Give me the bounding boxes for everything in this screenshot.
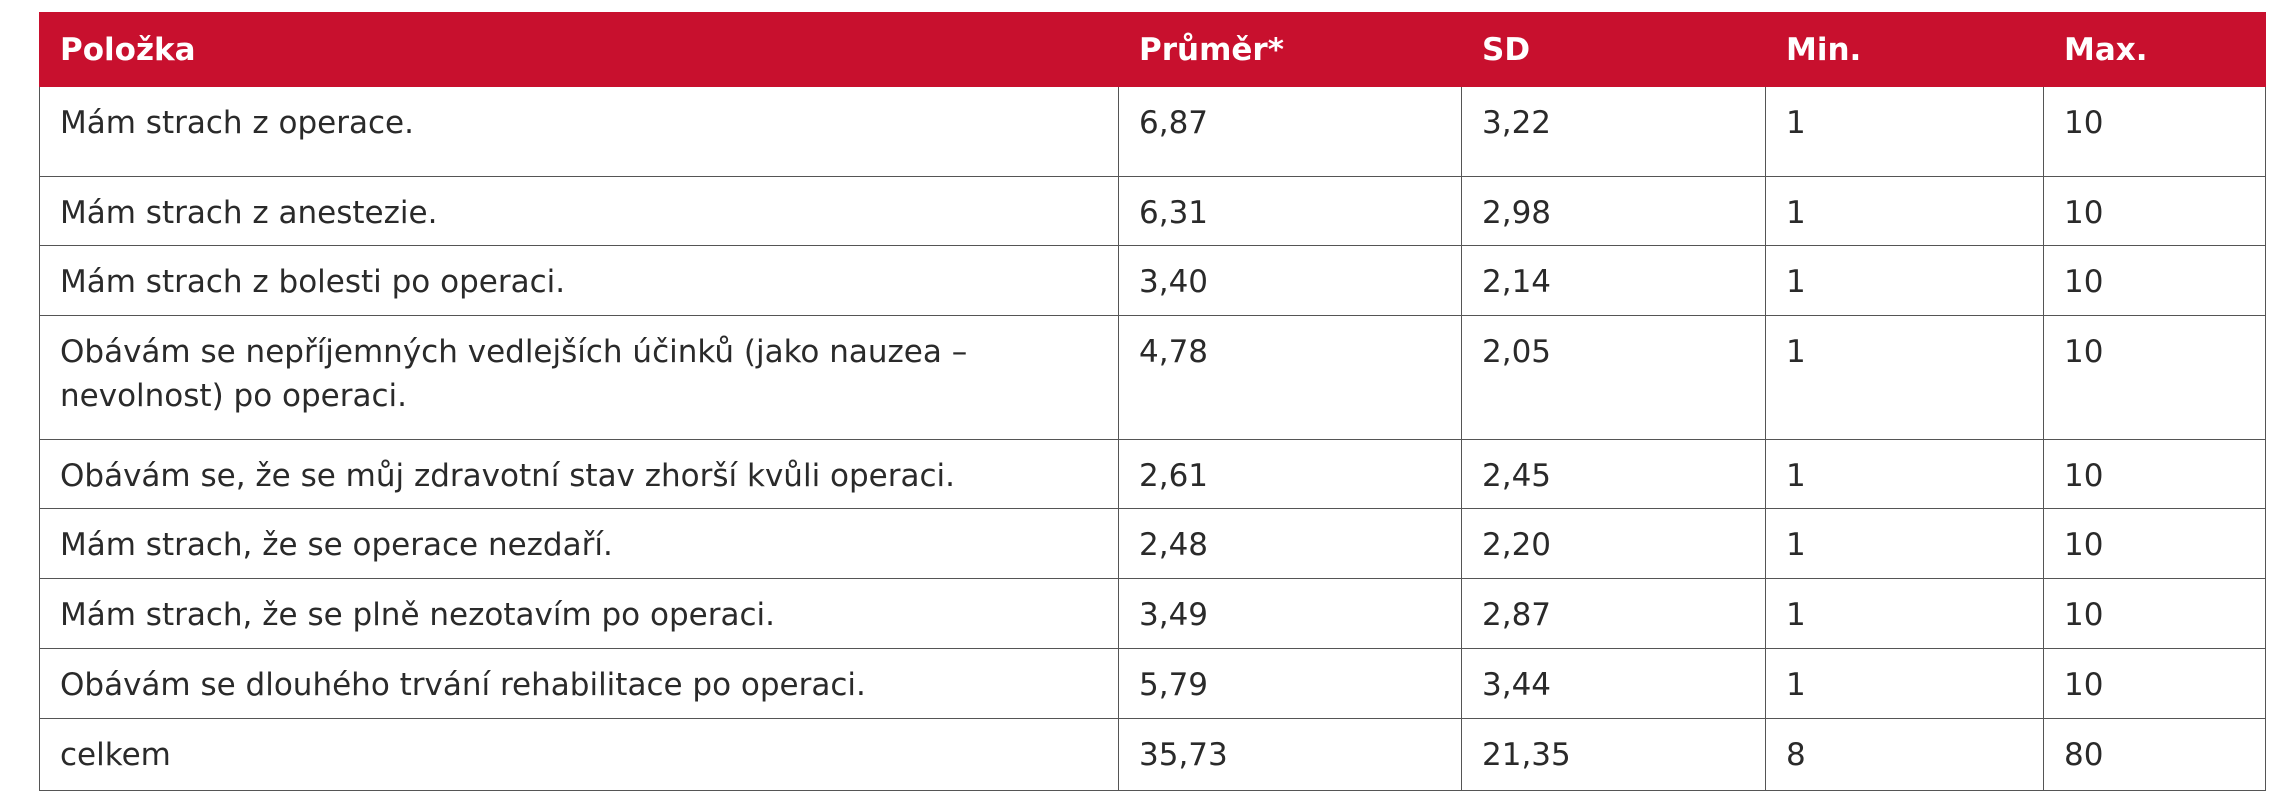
item-cell: Mám strach z anestezie. xyxy=(39,176,1119,246)
value-cell: 1 xyxy=(1765,176,2044,246)
table-row: Mám strach, že se plně nezotavím po oper… xyxy=(39,578,2266,649)
table-row: Mám strach z operace. 6,87 3,22 1 10 xyxy=(39,86,2266,177)
value-cell: 10 xyxy=(2043,439,2266,509)
value-cell: 3,40 xyxy=(1118,245,1462,316)
header-cell: Průměr* xyxy=(1118,12,1462,87)
value-cell: 6,31 xyxy=(1118,176,1462,246)
value-cell: 2,87 xyxy=(1461,578,1766,649)
table-row: Obávám se nepříjemných vedlejších účinků… xyxy=(39,315,2266,440)
value-cell: 10 xyxy=(2043,578,2266,649)
table-row: Obávám se dlouhého trvání rehabilitace p… xyxy=(39,648,2266,719)
item-cell: celkem xyxy=(39,718,1119,791)
value-cell: 10 xyxy=(2043,508,2266,579)
value-cell: 1 xyxy=(1765,439,2044,509)
value-cell: 3,22 xyxy=(1461,86,1766,177)
header-cell: Položka xyxy=(39,12,1119,87)
header-cell: Max. xyxy=(2043,12,2266,87)
item-cell: Mám strach, že se plně nezotavím po oper… xyxy=(39,578,1119,649)
table-row: Mám strach z anestezie. 6,31 2,98 1 10 xyxy=(39,176,2266,246)
value-cell: 10 xyxy=(2043,648,2266,719)
value-cell: 2,05 xyxy=(1461,315,1766,440)
value-cell: 2,14 xyxy=(1461,245,1766,316)
item-cell: Obávám se nepříjemných vedlejších účinků… xyxy=(39,315,1119,440)
value-cell: 10 xyxy=(2043,315,2266,440)
table-row: celkem 35,73 21,35 8 80 xyxy=(39,718,2266,791)
data-table: Položka Průměr* SD Min. Max. Mám strach z op… xyxy=(39,12,2266,791)
header-cell: SD xyxy=(1461,12,1766,87)
value-cell: 21,35 xyxy=(1461,718,1766,791)
header-row: Položka Průměr* SD Min. Max. xyxy=(39,12,2266,87)
table-row: Mám strach, že se operace nezdaří. 2,48 2,… xyxy=(39,508,2266,579)
value-cell: 1 xyxy=(1765,578,2044,649)
item-cell: Obávám se dlouhého trvání rehabilitace p… xyxy=(39,648,1119,719)
item-cell: Mám strach, že se operace nezdaří. xyxy=(39,508,1119,579)
value-cell: 1 xyxy=(1765,86,2044,177)
value-cell: 1 xyxy=(1765,245,2044,316)
value-cell: 10 xyxy=(2043,86,2266,177)
value-cell: 2,45 xyxy=(1461,439,1766,509)
header-cell: Min. xyxy=(1765,12,2044,87)
value-cell: 3,49 xyxy=(1118,578,1462,649)
value-cell: 80 xyxy=(2043,718,2266,791)
value-cell: 4,78 xyxy=(1118,315,1462,440)
value-cell: 2,98 xyxy=(1461,176,1766,246)
value-cell: 35,73 xyxy=(1118,718,1462,791)
value-cell: 2,48 xyxy=(1118,508,1462,579)
value-cell: 2,61 xyxy=(1118,439,1462,509)
item-cell: Obávám se, že se můj zdravotní stav zhor… xyxy=(39,439,1119,509)
value-cell: 2,20 xyxy=(1461,508,1766,579)
table-row: Mám strach z bolesti po operaci. 3,40 2,14… xyxy=(39,245,2266,316)
value-cell: 5,79 xyxy=(1118,648,1462,719)
table-container: Položka Průměr* SD Min. Max. Mám strach z op… xyxy=(39,12,2266,791)
value-cell: 10 xyxy=(2043,176,2266,246)
item-cell: Mám strach z bolesti po operaci. xyxy=(39,245,1119,316)
value-cell: 6,87 xyxy=(1118,86,1462,177)
value-cell: 8 xyxy=(1765,718,2044,791)
table-body: Mám strach z operace. 6,87 3,22 1 10 Mám stra… xyxy=(39,86,2266,791)
table-row: Obávám se, že se můj zdravotní stav zhor… xyxy=(39,439,2266,509)
item-cell: Mám strach z operace. xyxy=(39,86,1119,177)
value-cell: 1 xyxy=(1765,648,2044,719)
value-cell: 1 xyxy=(1765,315,2044,440)
value-cell: 3,44 xyxy=(1461,648,1766,719)
value-cell: 1 xyxy=(1765,508,2044,579)
value-cell: 10 xyxy=(2043,245,2266,316)
